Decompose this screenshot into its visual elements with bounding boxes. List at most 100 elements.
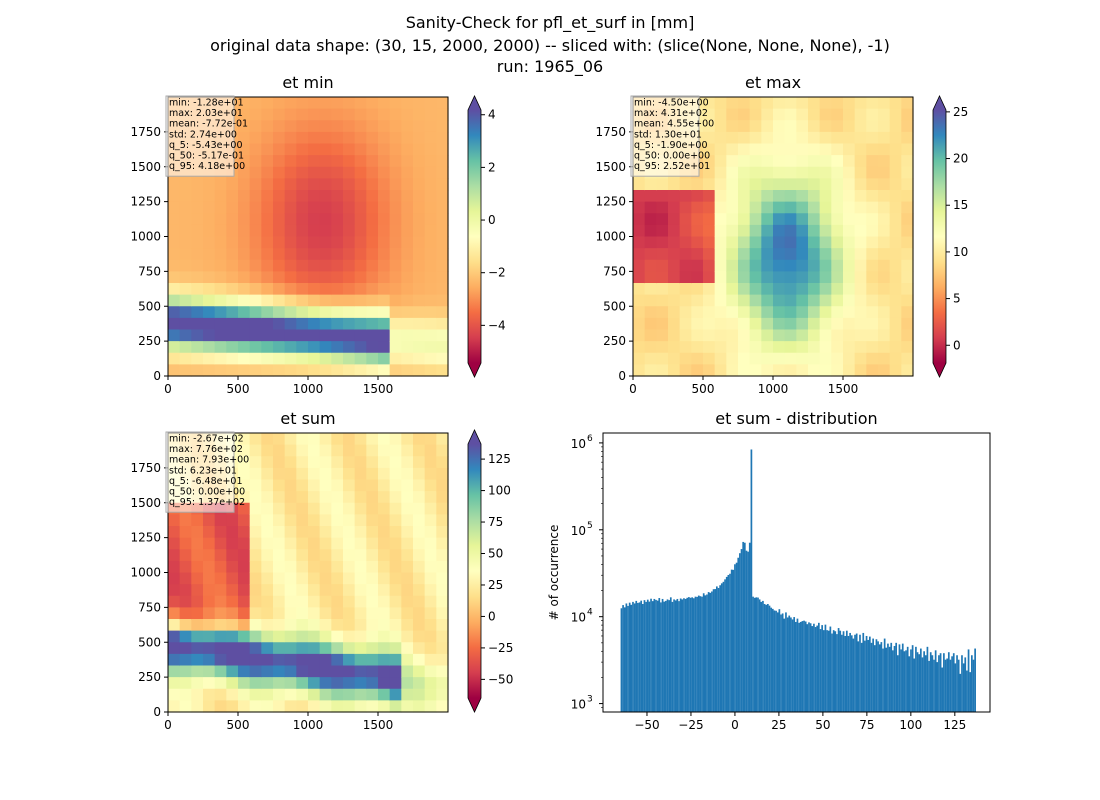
heatmap-cell (284, 479, 297, 492)
heatmap-cell (214, 294, 227, 307)
heatmap-cell (436, 201, 449, 214)
heatmap-cell (679, 271, 692, 284)
x-tick-label: 1500 (828, 382, 859, 396)
heatmap-cell (378, 595, 391, 608)
heatmap-cell (331, 166, 344, 179)
heatmap-cell (436, 143, 449, 156)
heatmap-cell (878, 143, 891, 156)
heatmap-cell (679, 306, 692, 319)
heatmap-cell (273, 108, 286, 121)
heatmap-cell (308, 456, 321, 469)
heatmap-cell (831, 248, 844, 261)
heatmap-cell (854, 120, 867, 133)
heatmap-cell (808, 97, 821, 110)
heatmap-cell (679, 201, 692, 214)
heatmap-cell (331, 236, 344, 249)
heatmap-cell (749, 201, 762, 214)
heatmap-cell (296, 526, 309, 539)
heatmap-cell (436, 665, 449, 678)
heatmap-cell (436, 259, 449, 272)
heatmap-cell (168, 190, 181, 203)
heatmap-cell (296, 549, 309, 562)
heatmap-cell (284, 178, 297, 191)
heatmap-cell (249, 178, 262, 191)
heatmap-cell (843, 108, 856, 121)
heatmap-cell (866, 97, 879, 110)
heatmap-cell (796, 97, 809, 110)
heatmap-cell (889, 364, 902, 377)
heatmap-cell (191, 341, 204, 354)
heatmap-cell (413, 271, 426, 284)
heatmap-cell (191, 595, 204, 608)
heatmap-cell (238, 201, 251, 214)
heatmap-cell (796, 190, 809, 203)
heatmap-cell (703, 364, 716, 377)
heatmap-cell (901, 166, 914, 179)
heatmap-cell (413, 259, 426, 272)
histogram-bar (720, 583, 723, 712)
heatmap-cell (308, 467, 321, 481)
heatmap-cell (668, 271, 681, 284)
heatmap-cell (644, 178, 657, 191)
heatmap-cell (343, 700, 356, 713)
heatmap-cell (854, 259, 867, 272)
histogram-bar (627, 605, 629, 712)
heatmap-cell (238, 143, 251, 156)
heatmap-cell (354, 143, 367, 156)
heatmap-cell (331, 584, 344, 597)
heatmap-cell (343, 341, 356, 354)
heatmap-cell (796, 201, 809, 214)
heatmap-cell (354, 178, 367, 191)
heatmap-cell (726, 120, 739, 133)
heatmap-cell (319, 213, 332, 226)
heatmap-cell (831, 201, 844, 214)
histogram-bar (949, 659, 952, 712)
histogram-bar (961, 655, 963, 712)
histogram-bar (938, 655, 940, 712)
heatmap-cell (226, 341, 239, 354)
heatmap-cell (889, 236, 902, 249)
heatmap-cell (749, 259, 762, 272)
heatmap-cell (249, 213, 262, 226)
histogram-bar (847, 635, 850, 712)
heatmap-cell (808, 120, 821, 133)
histogram-bar (622, 605, 624, 712)
heatmap-cell (773, 224, 786, 238)
heatmap-cell (366, 630, 379, 643)
heatmap-cell (843, 201, 856, 214)
histogram-bar (799, 621, 802, 712)
heatmap-cell (703, 97, 716, 110)
heatmap-cell (796, 317, 809, 331)
heatmap-cell (773, 201, 786, 214)
heatmap-cell (808, 341, 821, 354)
heatmap-cell (424, 444, 437, 457)
histogram-bar (919, 648, 922, 712)
heatmap-cell (656, 224, 669, 238)
heatmap-cell (249, 143, 262, 156)
heatmap-cell (738, 283, 751, 296)
heatmap-cell (749, 271, 762, 284)
histogram-bar (913, 658, 916, 712)
heatmap-cell (401, 560, 414, 574)
heatmap-cell (413, 653, 426, 667)
heatmap-cell (343, 526, 356, 539)
heatmap-cell (249, 456, 262, 469)
heatmap-cell (343, 236, 356, 249)
heatmap-cell (191, 248, 204, 261)
heatmap-cell (308, 560, 321, 574)
histogram-bar (783, 618, 786, 712)
heatmap-cell (866, 364, 879, 377)
heatmap-cell (214, 653, 227, 667)
heatmap-cell (296, 444, 309, 457)
heatmap-cell (354, 700, 367, 713)
heatmap-cell (179, 364, 192, 377)
heatmap-cell (168, 595, 181, 608)
heatmap-cell (854, 236, 867, 249)
heatmap-cell (261, 665, 274, 678)
heatmap-cell (389, 595, 402, 608)
heatmap-cell (238, 433, 251, 446)
heatmap-cell (819, 259, 832, 272)
heatmap-cell (401, 271, 414, 284)
heatmap-cell (773, 259, 786, 272)
heatmap-cell (261, 607, 274, 620)
